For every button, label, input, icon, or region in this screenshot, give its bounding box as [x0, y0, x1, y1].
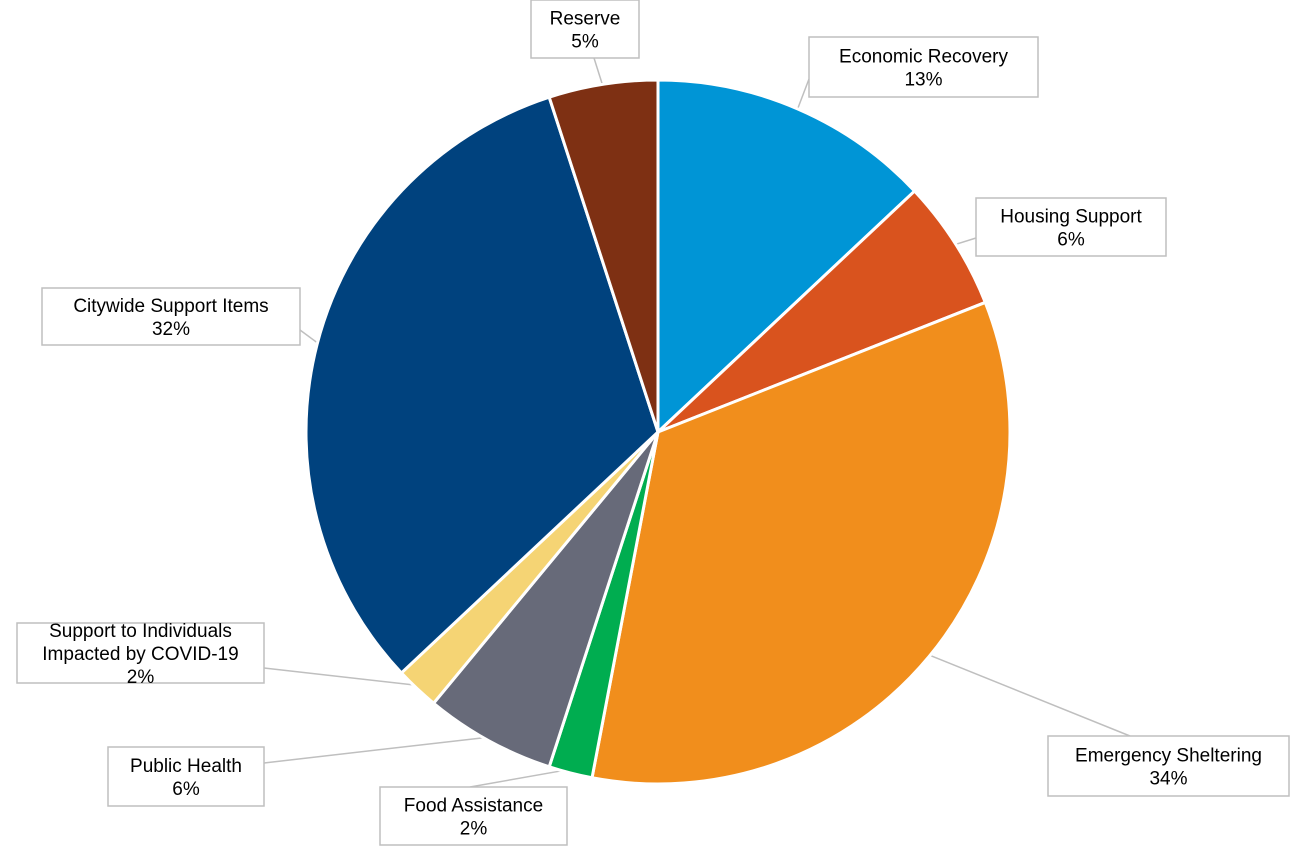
data-label-box-citywide-support-items: [41, 287, 301, 346]
pie-slice-citywide-support-items: [304, 95, 660, 675]
pie-slice-public-health: [432, 430, 660, 769]
data-label-box-reserve: [530, 0, 640, 59]
pie-slice-emergency-sheltering: [590, 300, 1012, 786]
leader-lines: [263, 57, 1131, 788]
data-label-name-support-to-individuals-impacted-by-covid-19: Support to Individuals Impacted by COVID-…: [42, 621, 238, 665]
data-label-name-reserve: Reserve: [550, 9, 621, 30]
data-label-value-emergency-sheltering: 34%: [1149, 769, 1187, 790]
leader-line-support-to-individuals-impacted-by-covid-19: [263, 667, 420, 687]
data-label-name-housing-support: Housing Support: [1000, 207, 1142, 228]
data-label-box-emergency-sheltering: [1047, 735, 1290, 797]
data-label-box-economic-recovery: [808, 36, 1039, 98]
leader-line-food-assistance: [469, 768, 572, 788]
pie-slice-reserve: [547, 78, 660, 434]
pie-slice-economic-recovery: [656, 78, 917, 434]
data-label-value-food-assistance: 2%: [460, 819, 488, 840]
data-label-box-public-health: [107, 746, 265, 807]
data-label-name-public-health: Public Health: [130, 756, 242, 777]
data-label-value-housing-support: 6%: [1057, 230, 1085, 251]
pie-slices: [304, 78, 1012, 786]
data-label-value-reserve: 5%: [571, 32, 599, 53]
data-label-name-food-assistance: Food Assistance: [404, 796, 543, 817]
data-label-name-economic-recovery: Economic Recovery: [839, 47, 1008, 68]
data-label-value-support-to-individuals-impacted-by-covid-19: 2%: [127, 667, 155, 688]
data-label-box-food-assistance: [379, 786, 568, 846]
pie-slice-housing-support: [656, 189, 987, 434]
data-label-value-public-health: 6%: [172, 779, 200, 800]
leader-line-economic-recovery: [795, 78, 810, 113]
data-label-box-support-to-individuals-impacted-by-covid-19: [16, 622, 265, 684]
data-label-name-citywide-support-items: Citywide Support Items: [73, 296, 268, 317]
data-label-box-housing-support: [975, 197, 1167, 257]
data-label-value-economic-recovery: 13%: [904, 70, 942, 91]
data-label-value-citywide-support-items: 32%: [152, 319, 190, 340]
data-label-name-emergency-sheltering: Emergency Sheltering: [1075, 746, 1262, 767]
leader-line-public-health: [263, 736, 491, 764]
leader-line-emergency-sheltering: [925, 653, 1131, 737]
